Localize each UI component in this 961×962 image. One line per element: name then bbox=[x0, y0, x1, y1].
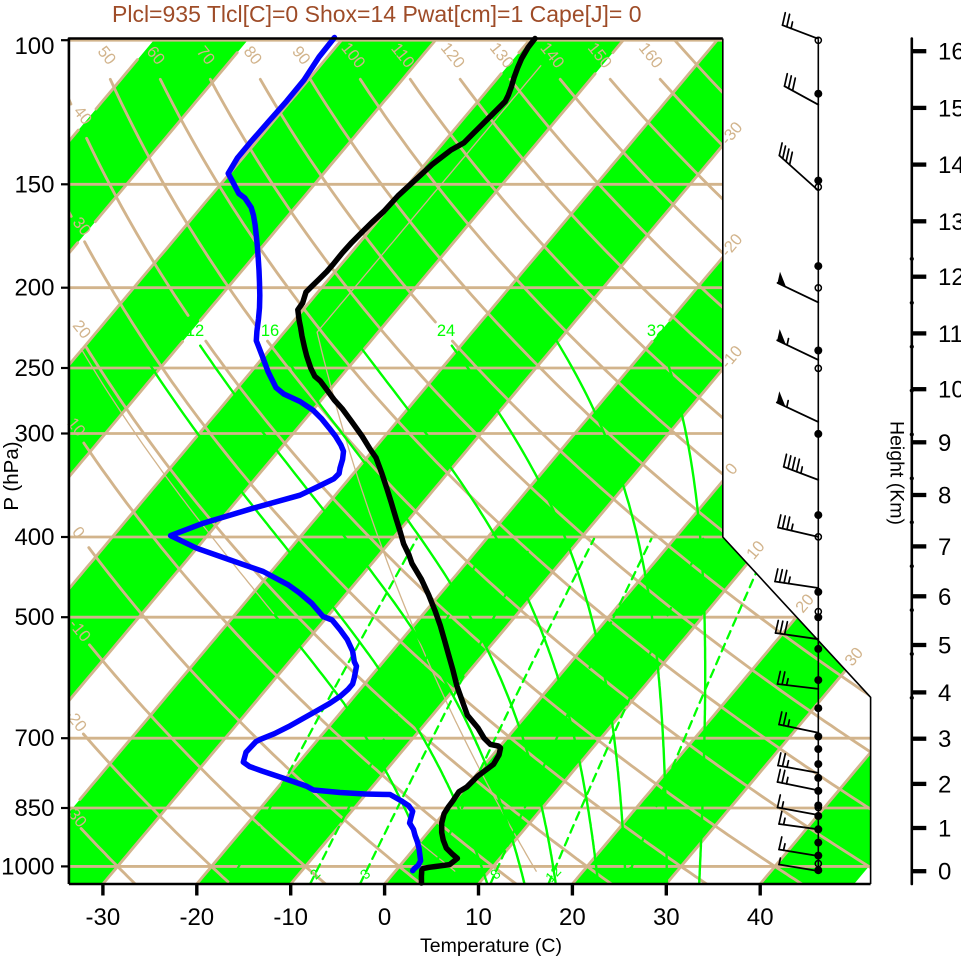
svg-text:30: 30 bbox=[653, 904, 680, 931]
svg-text:32: 32 bbox=[647, 322, 665, 340]
svg-text:24: 24 bbox=[437, 322, 455, 340]
svg-text:100: 100 bbox=[14, 33, 54, 60]
svg-text:11: 11 bbox=[938, 321, 961, 348]
svg-text:500: 500 bbox=[14, 604, 54, 631]
svg-text:400: 400 bbox=[14, 524, 54, 551]
svg-text:20: 20 bbox=[559, 904, 586, 931]
svg-text:-30: -30 bbox=[86, 904, 121, 931]
svg-text:700: 700 bbox=[14, 725, 54, 752]
svg-text:-20: -20 bbox=[179, 904, 214, 931]
svg-text:150: 150 bbox=[14, 171, 54, 198]
svg-text:16: 16 bbox=[938, 39, 961, 66]
svg-text:14: 14 bbox=[938, 152, 961, 179]
svg-text:4: 4 bbox=[938, 680, 951, 707]
svg-text:0: 0 bbox=[378, 904, 391, 931]
svg-text:1: 1 bbox=[938, 816, 951, 843]
svg-text:10: 10 bbox=[465, 904, 492, 931]
svg-text:-10: -10 bbox=[273, 904, 308, 931]
svg-text:8: 8 bbox=[938, 483, 951, 510]
svg-text:12: 12 bbox=[186, 322, 204, 340]
svg-text:16: 16 bbox=[261, 322, 279, 340]
svg-text:40: 40 bbox=[747, 904, 774, 931]
svg-text:7: 7 bbox=[938, 534, 951, 561]
svg-text:5: 5 bbox=[938, 633, 951, 660]
svg-text:200: 200 bbox=[14, 275, 54, 302]
svg-text:9: 9 bbox=[938, 430, 951, 457]
svg-text:2: 2 bbox=[938, 771, 951, 798]
svg-text:Height (Km): Height (Km) bbox=[885, 421, 907, 525]
svg-text:10: 10 bbox=[938, 377, 961, 404]
svg-text:Temperature (C): Temperature (C) bbox=[420, 935, 562, 957]
svg-text:300: 300 bbox=[14, 421, 54, 448]
svg-text:15: 15 bbox=[938, 95, 961, 122]
svg-text:1000: 1000 bbox=[1, 853, 54, 880]
svg-text:P (hPa): P (hPa) bbox=[0, 441, 23, 510]
svg-text:Plcl=935 Tlcl[C]=0 Shox=14 Pwa: Plcl=935 Tlcl[C]=0 Shox=14 Pwat[cm]=1 Ca… bbox=[112, 1, 642, 27]
svg-text:850: 850 bbox=[14, 795, 54, 822]
svg-text:0: 0 bbox=[938, 859, 951, 886]
svg-text:13: 13 bbox=[938, 209, 961, 236]
svg-text:6: 6 bbox=[938, 584, 951, 611]
svg-text:12: 12 bbox=[938, 264, 961, 291]
svg-text:3: 3 bbox=[938, 726, 951, 753]
svg-text:250: 250 bbox=[14, 355, 54, 382]
